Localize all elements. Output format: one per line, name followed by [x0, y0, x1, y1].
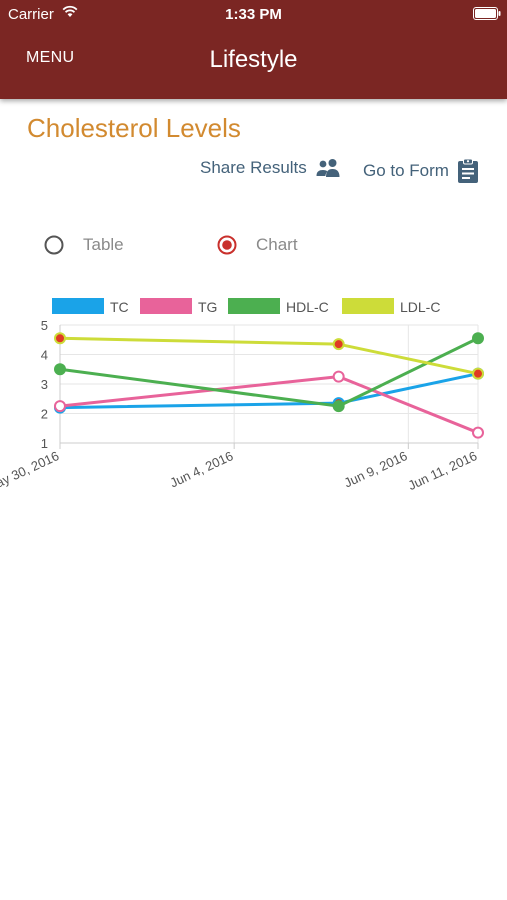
y-tick-label: 2	[41, 407, 48, 422]
battery-icon	[473, 7, 501, 20]
clipboard-icon	[457, 158, 478, 183]
data-point	[332, 370, 345, 383]
y-tick-label: 5	[41, 318, 48, 333]
data-point	[472, 332, 484, 345]
menu-button[interactable]: MENU	[26, 49, 75, 66]
legend-label: TG	[198, 299, 217, 315]
y-tick-label: 1	[41, 436, 48, 451]
go-to-form-button[interactable]: Go to Form	[363, 158, 479, 184]
share-results-label: Share Results	[200, 158, 307, 177]
share-results-button[interactable]: Share Results	[200, 158, 341, 178]
legend-label: LDL-C	[400, 299, 440, 315]
legend-label: TC	[110, 299, 129, 315]
page-title: Cholesterol Levels	[27, 113, 241, 143]
x-tick-label: Jun 9, 2016	[342, 448, 410, 490]
carrier-label: Carrier	[8, 6, 54, 23]
data-point	[472, 367, 484, 380]
radio-unselected-icon	[44, 235, 64, 255]
legend-label: HDL-C	[286, 299, 329, 315]
view-option-chart[interactable]: Chart	[217, 235, 298, 255]
data-point	[332, 400, 345, 413]
cholesterol-line-chart: 1 2 3 4 5 May 30, 2016 Jun 4, 2016 Jun 9, 2016J…	[0, 298, 484, 495]
status-time: 1:33 PM	[225, 6, 282, 23]
y-tick-label: 3	[41, 377, 48, 392]
radio-selected-icon	[217, 235, 237, 255]
view-option-table[interactable]: Table	[44, 235, 124, 255]
go-to-form-label: Go to Form	[363, 161, 449, 180]
data-point	[54, 363, 66, 376]
status-bar: Carrier 1:33 PM	[0, 0, 507, 30]
data-point	[54, 332, 66, 345]
wifi-icon	[62, 5, 78, 17]
legend-swatch	[140, 298, 192, 314]
people-icon	[316, 159, 340, 177]
legend-swatch	[52, 298, 104, 314]
legend-swatch	[228, 298, 280, 314]
header-title: Lifestyle	[209, 46, 298, 73]
legend-swatch	[342, 298, 394, 314]
x-tick-label: May 30, 2016	[0, 448, 61, 495]
view-option-chart-label: Chart	[256, 235, 298, 254]
app-header: Carrier 1:33 PM MENU Lifestyle	[0, 0, 507, 99]
data-point	[332, 338, 345, 351]
x-tick-label: Jun 4, 2016	[168, 448, 236, 490]
x-tick-label: Jun 11, 2016	[406, 448, 480, 493]
series-line	[59, 336, 479, 408]
data-point	[472, 426, 484, 439]
y-tick-label: 4	[41, 348, 48, 363]
data-point	[54, 400, 66, 413]
view-option-table-label: Table	[83, 235, 124, 254]
